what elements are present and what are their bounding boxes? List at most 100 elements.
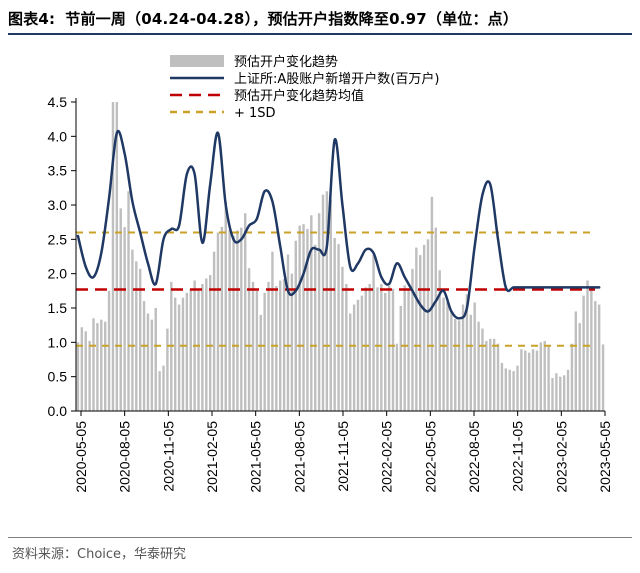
bar xyxy=(442,297,445,411)
bar xyxy=(286,254,290,411)
bar xyxy=(306,229,309,411)
title-rule xyxy=(8,33,632,35)
bar xyxy=(337,244,340,411)
bar xyxy=(578,323,581,411)
plot-area xyxy=(76,102,605,411)
bar xyxy=(173,297,177,411)
bar xyxy=(419,255,422,411)
bar xyxy=(481,328,484,411)
y-tick-label: 1.5 xyxy=(48,300,68,316)
bar xyxy=(267,281,270,411)
bar xyxy=(259,314,262,411)
bar xyxy=(92,318,95,411)
bar xyxy=(154,308,157,411)
bar xyxy=(539,342,543,411)
x-tick-label: 2020-11-05 xyxy=(160,421,176,492)
bar xyxy=(290,273,294,411)
bar xyxy=(310,215,313,411)
legend-label: 上证所:A股账户新增开户数(百万户) xyxy=(234,71,439,87)
bar xyxy=(131,249,134,411)
bar xyxy=(212,251,216,411)
bar xyxy=(224,201,227,411)
bar xyxy=(559,376,562,411)
bar xyxy=(251,281,255,411)
y-tick-label: 1.0 xyxy=(48,334,68,350)
bar xyxy=(426,239,430,411)
x-tick-label: 2021-08-05 xyxy=(291,421,307,493)
bar xyxy=(162,365,165,411)
x-tick-label: 2021-02-05 xyxy=(204,421,220,493)
bar xyxy=(208,275,212,411)
bar xyxy=(543,340,546,411)
x-tick-label: 2022-02-05 xyxy=(379,421,395,493)
bar xyxy=(395,343,399,411)
bar xyxy=(380,283,383,411)
y-tick-label: 4.5 xyxy=(48,94,68,110)
axes: 0.0 0.5 1.0 1.5 2.0 2.5 3.0 3.5 4.0 4.5 2020-05-05… xyxy=(48,94,613,493)
bar xyxy=(422,244,426,411)
bar xyxy=(115,102,119,411)
bar xyxy=(345,283,348,411)
bar xyxy=(216,232,220,411)
bar xyxy=(597,304,601,411)
bar xyxy=(512,371,515,411)
y-tick-label: 2.5 xyxy=(48,231,68,247)
bar xyxy=(247,268,251,411)
bar xyxy=(473,302,476,411)
bar xyxy=(158,371,161,411)
bar xyxy=(454,318,457,411)
figure-label: 图表4: xyxy=(8,10,56,28)
bar xyxy=(80,327,84,411)
bar xyxy=(96,323,99,411)
bar xyxy=(294,240,297,411)
bar xyxy=(111,102,115,411)
bar xyxy=(177,304,181,411)
bar xyxy=(551,378,554,411)
bar xyxy=(562,375,566,411)
x-tick-label: 2022-05-05 xyxy=(422,421,438,493)
bar xyxy=(123,226,126,411)
legend-label: + 1SD xyxy=(234,106,276,121)
bar xyxy=(496,343,500,411)
legend-label: 预估开户变化趋势均值 xyxy=(234,88,364,104)
x-tick-label: 2023-02-05 xyxy=(553,421,569,493)
bar xyxy=(103,321,107,411)
bar xyxy=(279,280,282,411)
bar xyxy=(570,343,574,411)
legend-label: 预估开户变化趋势 xyxy=(234,54,338,70)
bar xyxy=(368,283,371,411)
x-tick-label: 2020-05-05 xyxy=(73,421,89,493)
bar xyxy=(594,301,597,411)
bar xyxy=(228,229,231,411)
x-tick-label: 2021-11-05 xyxy=(335,421,351,492)
bar xyxy=(446,302,449,411)
series-line xyxy=(76,129,601,320)
source-note: 资料来源：Choice，华泰研究 xyxy=(12,547,187,562)
bar xyxy=(531,349,535,411)
bar xyxy=(407,290,410,411)
bar xyxy=(127,191,130,411)
x-tick-label: 2023-05-05 xyxy=(597,421,613,493)
bar xyxy=(119,208,122,411)
figure-title-text: 节前一周（04.24-04.28），预估开户指数降至0.97（单位：点） xyxy=(65,10,519,28)
x-tick-label: 2022-11-05 xyxy=(510,421,526,492)
bar xyxy=(535,350,539,411)
bar xyxy=(275,286,278,411)
bar xyxy=(84,331,87,411)
bar xyxy=(477,321,480,411)
x-tick-label: 2022-08-05 xyxy=(466,421,482,493)
bar xyxy=(189,288,192,411)
bar xyxy=(391,288,395,411)
bar xyxy=(232,235,235,411)
bar xyxy=(205,278,208,411)
bar xyxy=(263,292,266,411)
bar xyxy=(317,213,321,411)
bar xyxy=(321,194,325,411)
bar xyxy=(166,328,169,411)
bar xyxy=(302,224,305,411)
bar xyxy=(220,226,224,411)
bar xyxy=(142,301,146,411)
bar xyxy=(601,344,605,411)
